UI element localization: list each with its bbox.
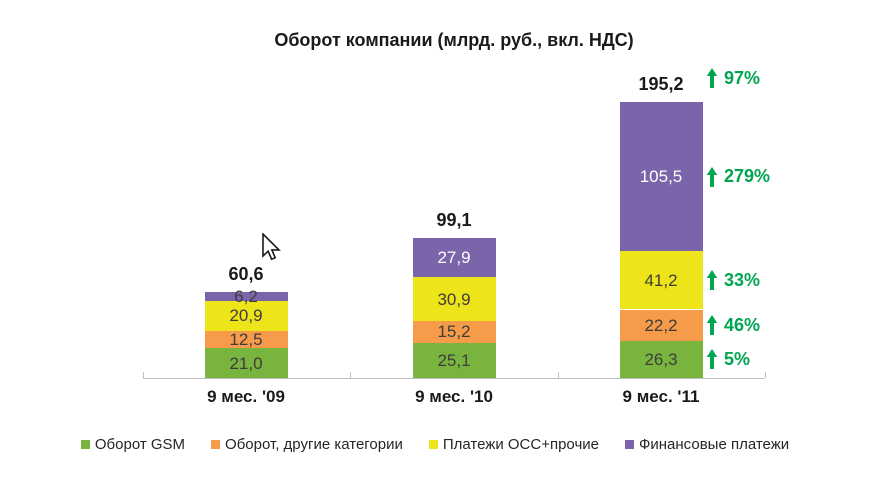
legend-label: Платежи ОСС+прочие (442, 436, 599, 453)
legend-label: Оборот, другие категории (225, 436, 403, 453)
up-arrow-icon (706, 270, 718, 291)
segment-value-label: 105,5 (639, 167, 683, 187)
category-label: 9 мес. '10 (415, 387, 493, 406)
growth-percent-label: 97% (724, 67, 761, 88)
up-arrow-icon (706, 68, 718, 89)
x-axis-tick (143, 372, 144, 378)
legend-item: Финансовые платежи (624, 436, 790, 453)
bar-segment: 20,9 (204, 301, 288, 331)
growth-annotation: 46% (706, 312, 760, 338)
growth-annotation: 33% (706, 267, 760, 293)
growth-annotation: 97% (706, 65, 760, 91)
mouse-cursor-icon (262, 233, 281, 261)
legend-swatch-icon (428, 440, 438, 449)
x-axis-tick (557, 372, 559, 378)
bar-total-label: 60,6 (228, 264, 264, 285)
bar-segment: 21,0 (204, 348, 288, 378)
category-label: 9 мес. '09 (207, 387, 285, 406)
legend-swatch-icon (80, 440, 90, 449)
chart-title: Оборот компании (млрд. руб., вкл. НДС) (274, 30, 634, 50)
segment-value-label: 20,9 (229, 306, 263, 326)
bar-total-label: 195,2 (638, 74, 684, 95)
up-arrow-icon (706, 349, 718, 370)
growth-annotation: 5% (706, 346, 750, 372)
growth-percent-label: 5% (724, 348, 751, 369)
x-axis-tick (350, 372, 352, 378)
bar-segment: 22,2 (619, 309, 703, 341)
bar-total-label: 99,1 (436, 210, 472, 230)
legend: Оборот GSM Оборот, другие категории Платеж… (0, 436, 870, 453)
growth-annotation: 279% (706, 164, 770, 190)
segment-value-label: 15,2 (437, 322, 471, 342)
legend-item: Оборот, другие категории (211, 436, 403, 453)
bar-segment: 6,2 (204, 288, 288, 305)
up-arrow-icon (706, 315, 718, 336)
growth-percent-label: 46% (724, 314, 761, 335)
legend-label: Финансовые платежи (638, 436, 790, 453)
segment-value-label: 26,3 (644, 349, 678, 369)
segment-value-label: 41,2 (644, 270, 678, 290)
x-axis-line (143, 378, 765, 379)
bar-segment: 12,5 (204, 330, 288, 350)
segment-value-label: 6,2 (234, 287, 258, 307)
segment-value-label: 22,2 (644, 315, 678, 335)
growth-percent-label: 279% (724, 166, 771, 187)
bar-segment: 25,1 (412, 342, 496, 378)
segment-value-label: 12,5 (229, 330, 263, 350)
legend-swatch-icon (211, 440, 221, 449)
legend-swatch-icon (624, 440, 634, 449)
category-label: 9 мес. '11 (622, 387, 700, 406)
bar-segment: 15,2 (412, 321, 496, 343)
bar-segment: 41,2 (619, 251, 703, 310)
legend-label: Оборот GSM (94, 436, 186, 453)
segment-value-label: 25,1 (437, 350, 471, 370)
segment-value-label: 27,9 (437, 248, 471, 268)
segment-value-label: 30,9 (437, 289, 471, 309)
bar-segment: 105,5 (619, 102, 703, 252)
bar-segment: 26,3 (619, 340, 703, 378)
x-axis-tick (765, 372, 766, 378)
up-arrow-icon (706, 166, 718, 187)
segment-value-label: 21,0 (229, 353, 263, 373)
growth-percent-label: 33% (724, 269, 761, 290)
bar-segment: 30,9 (412, 277, 496, 322)
legend-item: Платежи ОСС+прочие (428, 436, 599, 453)
legend-item: Оборот GSM (80, 436, 186, 453)
bar-segment: 27,9 (412, 238, 496, 278)
